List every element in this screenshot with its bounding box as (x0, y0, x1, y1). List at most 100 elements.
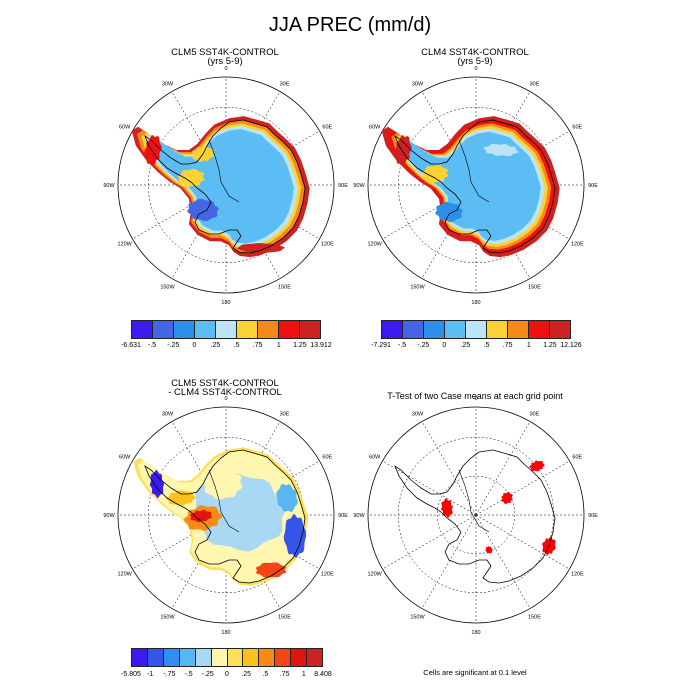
significant-cell (441, 498, 453, 518)
colorbar-tick-label: 0 (192, 342, 197, 349)
meridian-line (475, 460, 570, 516)
panel-1-title-line2: (yrs 5-9) (207, 56, 243, 67)
colorbar-tick-label: 1 (301, 671, 306, 678)
longitude-label: 180 (221, 630, 230, 636)
colorbar-swatch (424, 321, 445, 338)
colorbar-swatch (211, 649, 228, 666)
field-cell-region (394, 135, 412, 165)
colorbar-swatch (132, 649, 148, 666)
longitude-label: 0 (474, 66, 477, 72)
colorbar-swatch (275, 649, 292, 666)
longitude-label: 0 (474, 396, 477, 402)
coastline (394, 119, 556, 254)
longitude-label: 30E (280, 82, 290, 88)
longitude-label: 120E (571, 242, 584, 248)
map-panel-difference: 0 30E 60E 90E 120E 150E 180 150W 120W 90W 60W 30W (103, 396, 348, 636)
colorbar-swatch (445, 321, 466, 338)
longitude-label: 150E (528, 284, 541, 290)
longitude-label: 150W (160, 614, 175, 620)
precip-field (131, 116, 310, 258)
latitude-circle (436, 475, 516, 555)
longitude-label: 60W (369, 455, 381, 461)
colorbar-swatch (279, 321, 300, 338)
colorbar-swatch (259, 649, 276, 666)
colorbar-clm5 (131, 320, 321, 339)
colorbar-tick-label: 0 (442, 342, 447, 349)
longitude-label: 30E (280, 412, 290, 418)
colorbar-tick-label: .25 (210, 342, 221, 349)
colorbar-swatch (487, 321, 508, 338)
colorbar-swatch (382, 321, 403, 338)
significant-cell (501, 491, 513, 505)
precip-field (133, 447, 309, 586)
longitude-label: 0 (224, 66, 227, 72)
longitude-label: 30W (412, 412, 424, 418)
map-boundary-circle (117, 76, 335, 294)
longitude-label: 30W (162, 412, 174, 418)
field-cell-region (421, 164, 449, 184)
significance-note: Cells are significant at 0.1 level (423, 668, 527, 677)
colorbar-swatch (300, 321, 320, 338)
colorbar-swatch (227, 649, 244, 666)
colorbar-tick-label: -1 (147, 671, 154, 678)
longitude-label: 90W (353, 183, 365, 189)
longitude-label: 60E (572, 125, 582, 131)
longitude-label: 30E (530, 82, 540, 88)
colorbar-tick-label: -.5 (184, 671, 193, 678)
coastline (144, 449, 306, 584)
colorbar-swatch (147, 649, 164, 666)
longitude-label: 150E (278, 284, 291, 290)
colorbar-swatch (179, 649, 196, 666)
colorbar-tick-label: .5 (233, 342, 240, 349)
map-boundary-circle (117, 406, 335, 624)
longitude-label: 60W (119, 125, 131, 131)
longitude-label: 180 (471, 630, 480, 636)
longitude-label: 150W (410, 614, 425, 620)
colorbar-tick-label: 12.126 (560, 342, 582, 349)
meridian-line (475, 514, 531, 609)
colorbar-swatch (307, 649, 323, 666)
longitude-label: 90E (338, 513, 348, 519)
colorbar-swatch (258, 321, 279, 338)
longitude-label: 60E (572, 455, 582, 461)
colorbar-swatch (195, 649, 212, 666)
coastline (144, 119, 306, 254)
colorbar-tick-label: -.5 (398, 342, 407, 349)
colorbar-swatch (403, 321, 424, 338)
map-frame: 0 30E 60E 90E 120E 150E 180 150W 120W 90W 60W 30W (353, 396, 598, 636)
panel-1-title: CLM5 SST4K-CONTROL (yrs 5-9) (110, 48, 340, 67)
ice-shelf-line (458, 139, 490, 203)
colorbar-clm5-labels: -6.631 -.5 -.25 0 .25 .5 .75 1 1.25 13.912 (121, 342, 332, 352)
panel-3-title-line1: CLM5 SST4K-CONTROL (171, 378, 279, 389)
field-cell-region (187, 198, 219, 222)
longitude-label: 90W (103, 513, 115, 519)
panel-3-title-line2: - CLM4 SST4K-CONTROL (168, 387, 282, 398)
colorbar-tick-label: .25 (460, 342, 471, 349)
colorbar-tick-label: -.5 (148, 342, 157, 349)
colorbar-swatch (216, 321, 237, 338)
field-cell-region (283, 514, 307, 558)
colorbar-tick-label: .5 (262, 671, 269, 678)
longitude-label: 90W (103, 183, 115, 189)
longitude-label: 60E (322, 125, 332, 131)
colorbar-swatch (529, 321, 550, 338)
colorbar-swatch (550, 321, 570, 338)
colorbar-tick-label: .75 (502, 342, 513, 349)
longitude-label: 120E (321, 242, 334, 248)
colorbar-tick-label: 1.25 (543, 342, 557, 349)
meridian-line (421, 514, 477, 609)
colorbar-tick-label: 1 (276, 342, 281, 349)
colorbar-tick-label: .75 (252, 342, 263, 349)
colorbar-swatch (195, 321, 216, 338)
longitude-label: 30E (530, 412, 540, 418)
longitude-label: 150W (410, 284, 425, 290)
colorbar-swatch (163, 649, 180, 666)
field-cell-region (255, 562, 287, 578)
ice-shelf-line (208, 139, 240, 203)
colorbar-tick-label: -.75 (163, 671, 176, 678)
field-cell-region (149, 470, 165, 498)
colorbar-tick-label: -7.291 (371, 342, 391, 349)
longitude-label: 150E (528, 614, 541, 620)
map-boundary-circle (367, 406, 585, 624)
colorbar-swatch (132, 321, 153, 338)
